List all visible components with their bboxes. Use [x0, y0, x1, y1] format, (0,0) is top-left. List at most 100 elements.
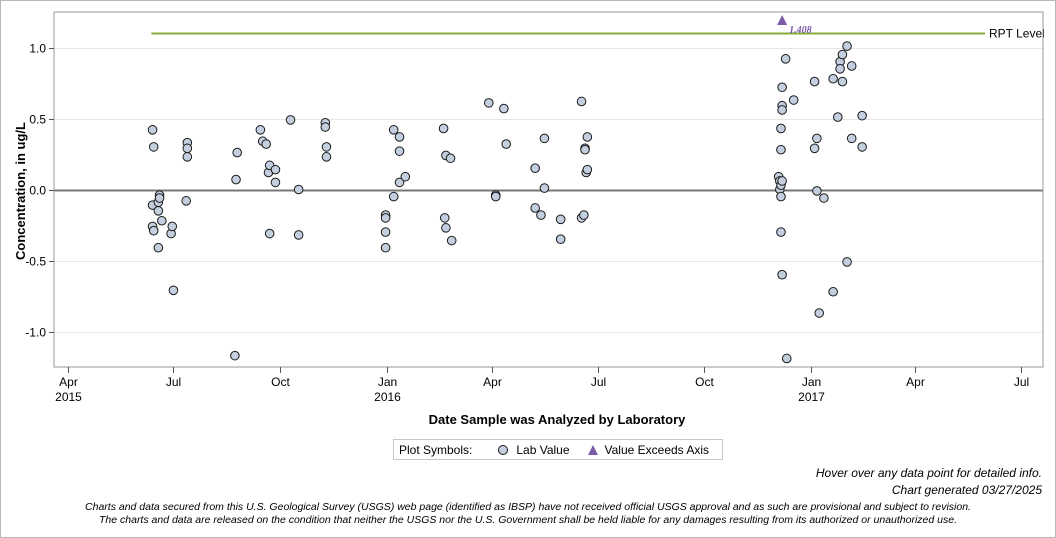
reference-lines: RPT Level [54, 27, 1045, 192]
lab-value-point [576, 96, 587, 107]
lab-value-point [788, 95, 799, 105]
lab-value-point [320, 122, 331, 132]
lab-value-point [285, 115, 296, 125]
lab-value-point [388, 191, 399, 202]
lab-value-point [147, 125, 158, 135]
lab-value-marker-icon [498, 444, 509, 455]
data-points: 1.408 [147, 15, 867, 364]
y-axis-title: Concentration, in ug/L [13, 122, 28, 260]
x-tick-label: Apr [59, 375, 78, 389]
lab-value-point [776, 227, 786, 237]
exceeds-axis-value-label: 1.408 [789, 25, 812, 36]
rpt-level-label: RPT Level [989, 27, 1045, 41]
lab-value-point [501, 139, 511, 149]
lab-value-point [828, 73, 838, 84]
x-year-label: 2016 [374, 390, 401, 404]
legend-lab-value: Lab Value [516, 442, 570, 457]
lab-value-point [580, 144, 590, 155]
legend-exceeds: Value Exceeds Axis [604, 442, 710, 457]
disclaimer-line-1: Charts and data secured from this U.S. G… [85, 501, 971, 513]
lab-value-point [555, 234, 566, 244]
lab-value-point [832, 112, 843, 122]
x-axis-title: Date Sample was Analyzed by Laboratory [429, 412, 686, 427]
lab-value-point [293, 230, 304, 240]
lab-value-point [777, 105, 787, 115]
lab-value-point [776, 191, 786, 202]
lab-value-point [777, 176, 787, 186]
lab-value-point [400, 171, 411, 182]
lab-value-point [148, 142, 159, 152]
generated-note: Chart generated 03/27/2025 [891, 483, 1042, 497]
lab-value-point [582, 164, 593, 175]
lab-value-point [857, 110, 867, 121]
lab-value-point [270, 177, 281, 188]
lab-value-point [232, 147, 242, 158]
lab-value-point [153, 242, 164, 253]
lab-value-point [781, 353, 792, 364]
lab-value-point [154, 193, 165, 203]
lab-value-point [582, 132, 593, 142]
lab-value-point [270, 164, 281, 175]
lab-value-point [579, 210, 589, 220]
lab-value-point [777, 269, 787, 280]
x-tick-label: Jan [378, 375, 397, 389]
lab-value-point [776, 144, 786, 155]
y-tick-label: -1.0 [25, 326, 46, 340]
lab-value-point [776, 123, 786, 134]
lab-value-point [539, 133, 550, 144]
lab-value-point [809, 143, 820, 154]
y-tick-label: 1.0 [29, 42, 46, 56]
lab-value-point [388, 125, 399, 135]
x-year-label: 2017 [798, 390, 825, 404]
x-tick-label: Jul [591, 375, 606, 389]
lab-value-point [394, 132, 405, 142]
y-tick-label: 0.5 [29, 113, 46, 127]
lab-value-point [167, 221, 178, 232]
x-tick-label: Oct [695, 375, 714, 389]
lab-value-point [819, 193, 829, 203]
lab-value-point [293, 184, 304, 195]
lab-value-point [837, 76, 848, 87]
lab-value-point [812, 186, 822, 196]
lab-value-point [530, 203, 540, 213]
x-year-label: 2015 [55, 390, 82, 404]
plot-symbols-legend: Plot Symbols: Lab Value Value Exceeds Ax… [393, 439, 723, 460]
lab-value-point [157, 215, 167, 226]
lab-value-point [380, 242, 391, 253]
lab-value-point [846, 61, 857, 71]
exceeds-axis-triangle-icon [587, 444, 598, 455]
x-tick-label: Oct [271, 375, 290, 389]
lab-value-point [499, 103, 509, 114]
lab-value-point [555, 214, 566, 225]
exceeds-axis-marker [777, 15, 788, 25]
lab-value-point [261, 139, 271, 149]
lab-value-point [837, 49, 848, 60]
lab-value-point [394, 177, 405, 188]
x-tick-label: Jul [166, 375, 181, 389]
lab-value-point [814, 308, 825, 318]
lab-value-point [441, 223, 451, 233]
lab-value-point [231, 174, 241, 185]
lab-value-point [230, 350, 240, 361]
y-tick-label: 0.0 [29, 184, 46, 198]
lab-value-point [842, 41, 852, 51]
disclaimer-line-2: The charts and data are released on the … [99, 514, 957, 526]
lab-value-point [812, 133, 822, 144]
x-tick-label: Apr [906, 375, 925, 389]
lab-value-point [446, 235, 457, 246]
lab-value-point [380, 227, 391, 237]
lab-value-point [777, 82, 787, 93]
lab-value-point [835, 64, 845, 74]
y-tick-label: -0.5 [25, 255, 46, 269]
lab-value-point [153, 206, 164, 216]
lab-value-point [536, 210, 546, 220]
lab-value-point [264, 228, 275, 239]
lab-value-point [857, 142, 867, 152]
lab-value-point [828, 286, 838, 297]
lab-value-point [483, 98, 494, 108]
lab-value-point [255, 125, 266, 135]
legend-title: Plot Symbols: [399, 442, 473, 457]
lab-value-point [438, 123, 449, 134]
